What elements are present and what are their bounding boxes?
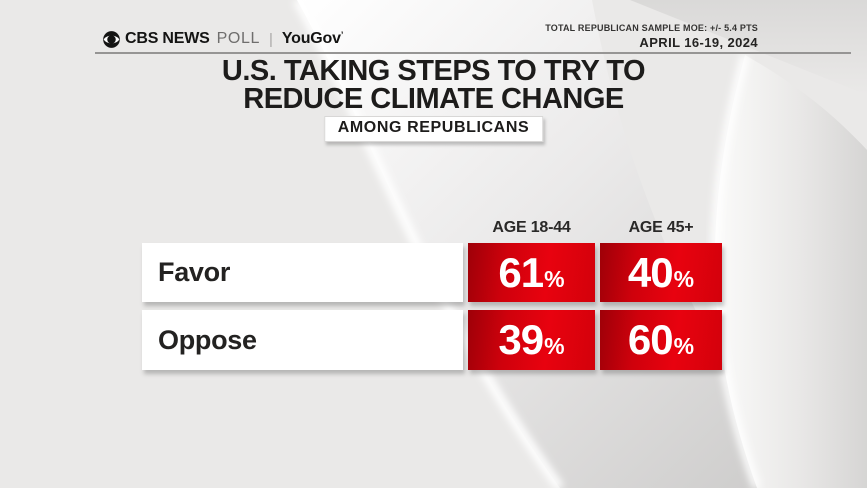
value-oppose-age-45plus: 60% xyxy=(600,310,722,370)
column-header-age-45plus: AGE 45+ xyxy=(628,219,694,236)
among-republicans-badge: AMONG REPUBLICANS xyxy=(323,116,544,142)
column-header-age-18-44: AGE 18-44 xyxy=(492,219,571,236)
header-rule xyxy=(95,52,851,54)
sample-moe-note: TOTAL REPUBLICAN SAMPLE MOE: +/- 5.4 PTS xyxy=(545,23,758,33)
cbs-eye-icon xyxy=(103,30,120,48)
value-favor-age-18-44: 61% xyxy=(468,243,595,302)
poll-title-line1: U.S. TAKING STEPS TO TRY TO xyxy=(221,55,646,87)
percent-sign: % xyxy=(544,333,565,359)
yougov-wordmark: YouGov’ xyxy=(281,30,344,47)
cbs-news-wordmark: CBS NEWS xyxy=(125,30,210,47)
poll-meta: TOTAL REPUBLICAN SAMPLE MOE: +/- 5.4 PTS… xyxy=(545,23,758,50)
row-label-favor: Favor xyxy=(142,243,463,302)
percent-sign: % xyxy=(544,265,565,292)
badge-label: AMONG REPUBLICANS xyxy=(337,119,530,136)
percent-sign: % xyxy=(673,333,695,359)
poll-title-line2: REDUCE CLIMATE CHANGE xyxy=(243,83,624,115)
value-oppose-age-18-44: 39% xyxy=(468,310,595,370)
percent-sign: % xyxy=(673,265,695,292)
poll-label: POLL xyxy=(216,30,260,47)
brand-divider: | xyxy=(268,30,273,48)
brand-lockup: CBS NEWS POLL | YouGov’ xyxy=(103,29,343,49)
row-label-oppose: Oppose xyxy=(142,310,463,370)
yougov-trademark: ’ xyxy=(340,30,344,40)
poll-date: APRIL 16-19, 2024 xyxy=(639,35,758,50)
value-favor-age-45plus: 40% xyxy=(600,243,722,302)
page-title: U.S. TAKING STEPS TO TRY TO REDUCE CLIMA… xyxy=(0,55,867,115)
